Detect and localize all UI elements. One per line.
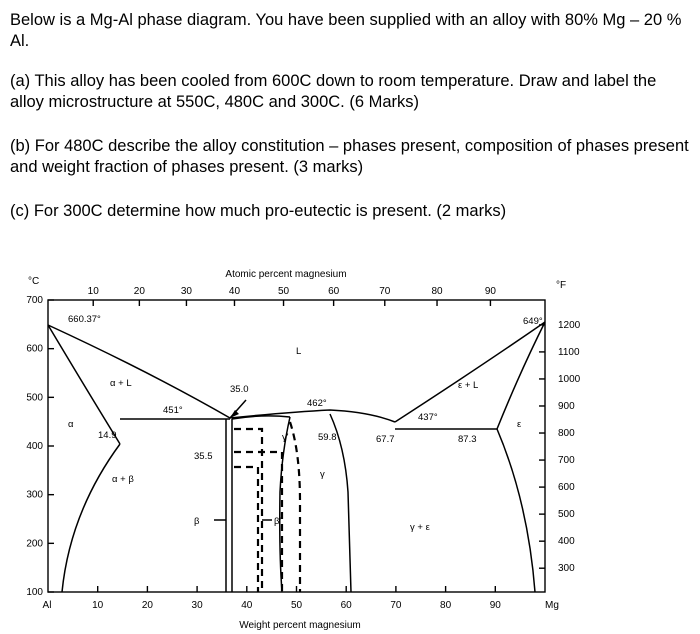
top-tick-label: 90 (485, 286, 497, 297)
part-a-text: (a) This alloy has been cooled from 600C… (10, 72, 657, 111)
top-tick-label: 30 (181, 286, 193, 297)
beta-prime-dashed-1 (234, 427, 264, 592)
liquidus-left (47, 324, 231, 419)
celsius-tick-label: 100 (26, 587, 43, 598)
celsius-tick-label: 600 (26, 344, 43, 355)
fahrenheit-tick-label: 1000 (558, 374, 581, 385)
fahrenheit-tick-label: 700 (558, 455, 575, 466)
part-c-text: (c) For 300C determine how much pro-eute… (10, 202, 507, 220)
label-alpha: α (68, 419, 74, 430)
bottom-tick-label: 20 (142, 600, 154, 611)
al-end-label: Al (43, 600, 52, 611)
arrowhead-35-0 (230, 410, 239, 418)
label-mg-melt: 649° (523, 316, 543, 327)
gamma-prime-dashed (288, 421, 302, 592)
liquidus-middle (229, 409, 396, 423)
celsius-tick-label: 400 (26, 441, 43, 452)
celsius-tick-label: 700 (26, 295, 43, 306)
fahrenheit-tick-label: 1100 (558, 347, 580, 358)
part-b-text: (b) For 480C describe the alloy constitu… (10, 137, 689, 176)
bottom-tick-label: 10 (92, 600, 104, 611)
top-tick-label: 60 (328, 286, 340, 297)
label-eps-l: ε + L (458, 380, 478, 391)
fahrenheit-tick-label: 500 (558, 509, 575, 520)
solidus-left (47, 324, 121, 445)
bottom-tick-label: 80 (440, 600, 452, 611)
bottom-axis-title: Weight percent magnesium (239, 620, 361, 631)
label-alpha-beta: α + β (112, 474, 134, 485)
label-gamma-prime: γ' (282, 432, 289, 443)
celsius-tick-label: 200 (26, 538, 43, 549)
top-tick-label: 10 (88, 286, 100, 297)
epsilon-solvus (496, 428, 536, 593)
bottom-tick-label: 90 (490, 600, 502, 611)
gamma-right-boundary (329, 413, 352, 593)
bottom-tick-label: 40 (241, 600, 253, 611)
label-gamma-eps: γ + ε (410, 522, 431, 533)
alpha-solvus (61, 443, 121, 593)
fahrenheit-tick-label: 300 (558, 563, 575, 574)
top-atomic-axis: 10 20 30 40 50 60 70 80 90 (88, 286, 497, 306)
fahrenheit-tick-label: 600 (558, 482, 575, 493)
label-87-3: 87.3 (458, 434, 477, 445)
fahrenheit-tick-label: 900 (558, 401, 575, 412)
label-14-9: 14.9 (98, 430, 117, 441)
fahrenheit-tick-label: 400 (558, 536, 575, 547)
celsius-axis: 700 600 500 400 300 200 100 (26, 295, 54, 598)
label-59-8: 59.8 (318, 432, 337, 443)
top-axis-title: Atomic percent magnesium (225, 269, 346, 280)
celsius-tick-label: 300 (26, 490, 43, 501)
bottom-tick-label: 70 (390, 600, 402, 611)
top-tick-label: 50 (278, 286, 290, 297)
fahrenheit-unit: °F (556, 280, 566, 291)
label-alpha-l: α + L (110, 378, 132, 389)
label-al-melt: 660.37° (68, 314, 101, 325)
label-35-0: 35.0 (230, 384, 249, 395)
fahrenheit-tick-label: 1200 (558, 320, 581, 331)
bottom-weight-axis: 10 20 30 40 50 60 70 80 90 (92, 586, 501, 611)
label-437: 437° (418, 412, 438, 423)
label-35-5: 35.5 (194, 451, 213, 462)
beta-gamma-link (231, 415, 291, 420)
top-tick-label: 20 (134, 286, 146, 297)
label-gamma: γ (320, 469, 325, 480)
label-beta-prime: β' (274, 516, 281, 527)
label-liquid: L (296, 346, 301, 357)
celsius-tick-label: 500 (26, 392, 43, 403)
fahrenheit-axis: 1200 1100 1000 900 800 700 600 500 400 300 (539, 320, 581, 574)
bottom-tick-label: 60 (341, 600, 353, 611)
bottom-tick-label: 50 (291, 600, 303, 611)
gamma-left-boundary (279, 416, 291, 593)
label-67-7: 67.7 (376, 434, 395, 445)
label-462: 462° (307, 398, 327, 409)
beta-prime-dashed-3 (234, 465, 260, 592)
mg-al-phase-diagram: °C °F Atomic percent magnesium Weight pe… (26, 269, 581, 631)
intro-text: Below is a Mg-Al phase diagram. You have… (10, 11, 682, 50)
top-tick-label: 80 (431, 286, 443, 297)
label-beta: β (194, 516, 200, 527)
top-tick-label: 70 (379, 286, 391, 297)
solidus-right (496, 321, 546, 430)
mg-end-label: Mg (545, 600, 559, 611)
celsius-unit: °C (28, 276, 39, 287)
liquidus-right (394, 321, 546, 423)
fahrenheit-tick-label: 800 (558, 428, 575, 439)
label-epsilon: ε (517, 419, 522, 430)
bottom-tick-label: 30 (192, 600, 204, 611)
top-tick-label: 40 (229, 286, 241, 297)
label-451: 451° (163, 405, 183, 416)
beta-prime-dashed-2 (234, 450, 284, 592)
